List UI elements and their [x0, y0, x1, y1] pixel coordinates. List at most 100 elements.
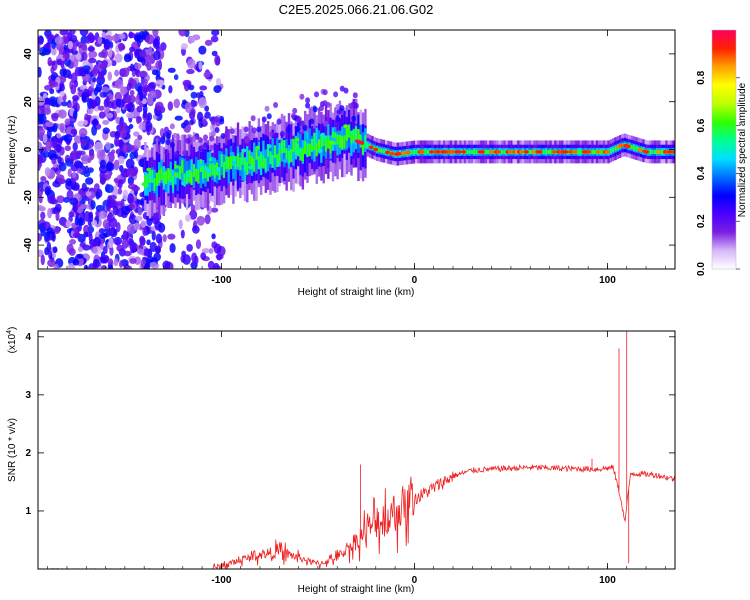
heatmap-cell [229, 156, 233, 169]
heatmap-cell [262, 140, 265, 165]
snr-xlabel: Height of straight line (km) [298, 584, 415, 595]
heatmap-cell [88, 214, 94, 223]
heatmap-cell [168, 85, 173, 94]
heatmap-peak [551, 150, 557, 154]
heatmap-cell [190, 159, 193, 183]
heatmap-cell [93, 87, 99, 96]
heatmap-cell [345, 127, 349, 141]
heatmap-cell [117, 188, 123, 195]
heatmap-cell [42, 93, 48, 99]
heatmap-cell [72, 259, 80, 266]
heatmap-cell [103, 43, 110, 50]
heatmap-cell [199, 85, 208, 91]
heatmap-cell [294, 141, 298, 155]
heatmap-cell [148, 46, 153, 57]
heatmap-cell [224, 130, 230, 137]
heatmap-cell [653, 149, 657, 155]
heatmap-cell [261, 116, 267, 123]
heatmap-cell [271, 138, 274, 162]
heatmap-cell [253, 158, 256, 172]
heatmap-cell [184, 214, 192, 222]
heatmap-cell [57, 96, 63, 105]
heatmap-cell [609, 148, 613, 153]
heatmap-peak [644, 150, 650, 154]
heatmap-cell [335, 103, 341, 110]
heatmap-cell [283, 140, 286, 153]
heatmap-cell [183, 158, 186, 183]
heatmap-cell [40, 254, 45, 266]
heatmap-cell [67, 262, 76, 269]
heatmap-cell [424, 149, 427, 155]
heatmap-cell [283, 143, 286, 168]
heatmap-cell [197, 136, 203, 143]
spectrogram-ytick-label: -40 [23, 237, 34, 252]
heatmap-cell [174, 115, 183, 121]
heatmap-cell [248, 150, 251, 164]
heatmap-cell [378, 147, 381, 153]
heatmap-cell [155, 60, 162, 69]
spectrogram-xtick-label: -100 [211, 275, 231, 286]
heatmap-cell [38, 154, 43, 164]
heatmap-peak [197, 162, 203, 167]
heatmap-cell [129, 257, 137, 265]
heatmap-cell [114, 136, 120, 147]
heatmap-cell [85, 191, 92, 197]
heatmap-cell [232, 155, 235, 179]
spectrogram-ticks: -100 0 100 -40 -20 0 20 40 [23, 30, 675, 286]
heatmap-cell [312, 106, 318, 113]
heatmap-peak [282, 158, 288, 163]
heatmap-cell [48, 250, 53, 260]
heatmap-peak [489, 150, 495, 154]
heatmap-cell [105, 142, 111, 151]
heatmap-cell [143, 86, 148, 97]
heatmap-cell [169, 169, 173, 183]
heatmap-cell [142, 227, 147, 236]
heatmap-cell [122, 229, 128, 239]
heatmap-peak [595, 150, 601, 154]
heatmap-cell [42, 133, 48, 144]
heatmap-cell [163, 126, 169, 133]
colorbar-tick-label: 0.0 [696, 262, 707, 276]
heatmap-cell [108, 47, 113, 58]
heatmap-peak [604, 150, 610, 154]
heatmap-cell [102, 119, 110, 126]
heatmap-cell [126, 82, 132, 91]
heatmap-cell [128, 214, 137, 225]
heatmap-cell [83, 170, 91, 178]
heatmap-cell [299, 120, 305, 127]
spectrogram-ylabel: Frequency (Hz) [7, 116, 18, 185]
heatmap-cell [38, 204, 44, 211]
colorbar-tick-label: 0.8 [696, 70, 707, 84]
heatmap-cell [649, 149, 652, 155]
heatmap-cell [62, 53, 70, 59]
heatmap-cell [45, 121, 54, 128]
heatmap-peak [162, 174, 168, 179]
heatmap-cell [204, 214, 211, 225]
spectrogram-ytick-label: 0 [23, 146, 34, 152]
heatmap-cell [322, 120, 328, 127]
heatmap-cell [129, 46, 136, 53]
heatmap-peak [294, 137, 300, 142]
heatmap-cell [38, 113, 44, 125]
heatmap-cell [134, 48, 140, 59]
heatmap-cell [98, 228, 106, 234]
heatmap-cell [187, 58, 196, 69]
heatmap-cell [148, 90, 157, 99]
heatmap-cell [152, 212, 162, 222]
heatmap-cell [211, 30, 220, 36]
heatmap-cell [155, 172, 159, 186]
heatmap-cell [139, 91, 144, 102]
heatmap-cell [114, 53, 123, 63]
heatmap-cell [72, 232, 82, 239]
heatmap-cell [64, 145, 71, 152]
heatmap-cell [47, 259, 56, 268]
heatmap-cell [76, 53, 82, 61]
heatmap-cell [81, 94, 86, 102]
heatmap-cell [180, 229, 185, 239]
heatmap-peak [241, 148, 247, 153]
heatmap-cell [213, 85, 222, 94]
heatmap-cell [151, 230, 156, 241]
heatmap-cell [115, 148, 125, 156]
heatmap-cell [56, 195, 65, 204]
heatmap-cell [322, 133, 325, 147]
